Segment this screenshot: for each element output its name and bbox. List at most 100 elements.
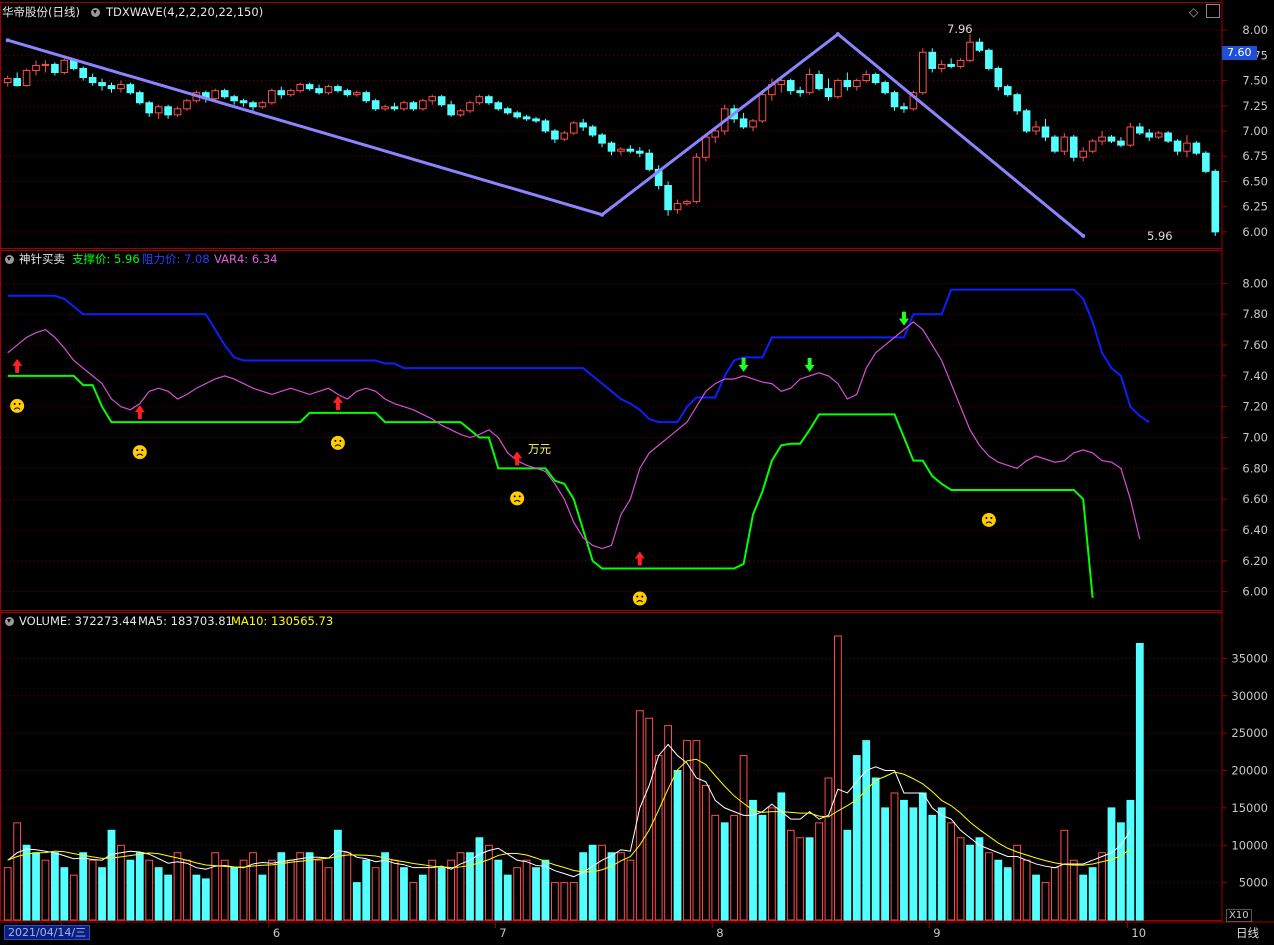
current-price-badge: 7.60 (1222, 46, 1257, 60)
volume-bar (1041, 882, 1050, 921)
volume-bar (466, 852, 474, 921)
candle-body (560, 132, 569, 140)
volume-bar (683, 740, 691, 921)
volume-bar (852, 755, 861, 921)
volume-bar (758, 814, 767, 921)
volume-y-tick-label: 30000 (1231, 689, 1268, 703)
candle-body (862, 74, 871, 82)
volume-bar (1098, 852, 1106, 921)
candle-body (1069, 136, 1078, 158)
candle-body (626, 148, 635, 152)
volume-bar (654, 755, 663, 921)
candle-body (1211, 170, 1220, 233)
maximize-icon[interactable] (1206, 4, 1220, 18)
sad-face-mouth (136, 453, 144, 456)
volume-bar (881, 807, 889, 921)
candle-body (739, 118, 748, 128)
candle-body (815, 74, 823, 90)
period-tab[interactable]: 日线 (1236, 926, 1259, 940)
candle-body (324, 86, 333, 94)
volume-bar (1032, 874, 1040, 921)
sad-face-icon (132, 445, 147, 460)
candle-body (654, 168, 663, 186)
volume-bar (626, 859, 635, 921)
sad-face-icon (330, 435, 345, 450)
candle-body (1117, 140, 1125, 146)
volume-bar (1060, 829, 1069, 921)
candle-body (900, 106, 908, 110)
candle-body (541, 120, 550, 132)
candle-body (145, 102, 154, 114)
annotation-wanyuan: 万元 (528, 442, 551, 456)
volume-bar (796, 837, 805, 921)
volume-y-tick-label: 35000 (1231, 651, 1268, 665)
candle-body (1098, 136, 1106, 142)
start-date[interactable]: 2021/04/14/三 (4, 925, 91, 940)
candle-body (852, 80, 861, 88)
candle-body (1032, 126, 1040, 132)
volume-bar (258, 874, 267, 921)
candle-body (1088, 140, 1097, 152)
wave-vertex (600, 212, 605, 217)
volume-bar (937, 807, 946, 921)
stock-title: 华帝股份(日线) (2, 5, 80, 19)
volume-bar (475, 837, 484, 921)
axis-labels: 8.007.757.507.257.006.756.506.256.008.00… (60, 23, 1268, 940)
candle-body (419, 100, 427, 110)
volume-bar (824, 777, 833, 921)
candle-body (928, 51, 937, 69)
candle-body (607, 142, 616, 152)
candle-body (683, 201, 691, 205)
volume-bar (1013, 844, 1022, 921)
volume-bar (98, 867, 106, 921)
volume-bar (862, 740, 871, 921)
candle-body (258, 102, 267, 108)
candle-body (843, 80, 852, 88)
candle-body (371, 100, 380, 110)
candle-body (98, 82, 106, 87)
collapse-icon[interactable] (91, 8, 100, 17)
candle-body (1164, 132, 1172, 142)
candle-body (1041, 126, 1050, 138)
volume-bar (239, 859, 248, 921)
volume-bar (362, 859, 371, 921)
candle-body (381, 106, 389, 110)
candle-body (183, 100, 191, 110)
candle-body (956, 59, 965, 67)
candle-body (1013, 94, 1021, 112)
volume-bar (13, 822, 22, 921)
candle-body (343, 90, 352, 96)
diamond-icon[interactable]: ◇ (1189, 5, 1199, 19)
candle-body (390, 106, 399, 110)
sad-face-icon (10, 398, 25, 413)
candle-body (673, 203, 682, 211)
volume-y-tick-label: 20000 (1231, 764, 1268, 778)
volume-bar (739, 755, 748, 921)
indicator-y-tick-label: 6.80 (1242, 461, 1268, 475)
candle-body (211, 90, 220, 100)
volume-bar (69, 874, 78, 921)
volume-bar (541, 859, 550, 921)
candle-body (51, 63, 59, 73)
buy-arrow-icon (134, 405, 145, 420)
candle-body (286, 90, 295, 96)
candle-body (711, 130, 720, 138)
price-candles (3, 34, 1220, 236)
candle-body (702, 136, 710, 158)
candle-body (3, 78, 12, 84)
ma10-value: MA10: 130565.73 (231, 614, 334, 628)
sad-face-eye (990, 516, 993, 519)
indicator-panel-frame (0, 250, 1223, 611)
candle-body (315, 88, 323, 94)
collapse-icon[interactable] (5, 255, 14, 264)
sad-face-eye (334, 439, 337, 442)
candle-body (1154, 132, 1163, 138)
candle-body (305, 84, 314, 90)
collapse-icon[interactable] (5, 617, 14, 626)
volume-bar (664, 725, 673, 921)
sad-face-eye (636, 595, 639, 598)
volume-bar (890, 792, 899, 921)
volume-bar (909, 807, 918, 921)
volume-bar (1135, 642, 1144, 921)
ma5-value: MA5: 183703.81 (138, 614, 233, 628)
